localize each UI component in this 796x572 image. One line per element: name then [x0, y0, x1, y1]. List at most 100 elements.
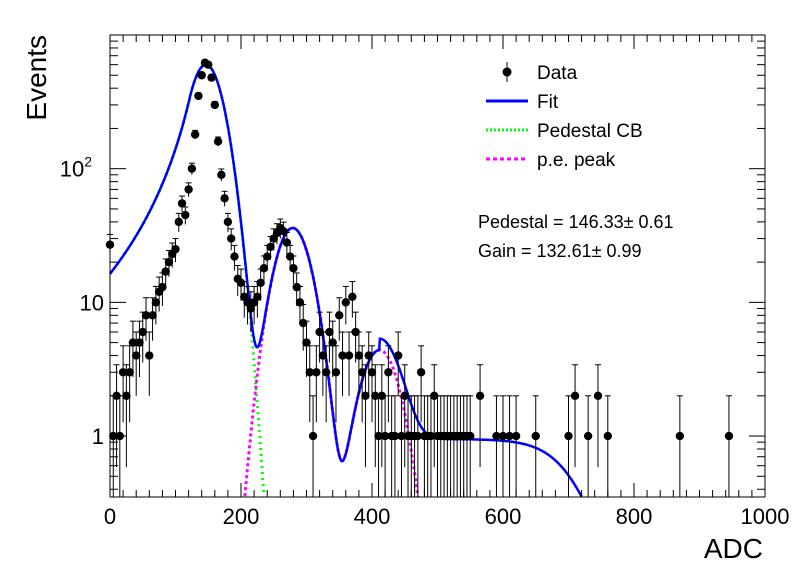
legend-label: p.e. peak [537, 150, 616, 171]
data-point [308, 395, 318, 497]
data-point [593, 364, 603, 468]
annotation-text: Pedestal = 146.33 [478, 212, 624, 232]
annotation-pm: ± [592, 241, 607, 261]
data-marker [125, 368, 134, 377]
y-tick-exponent: 2 [84, 154, 92, 170]
y-tick-label: 10 [80, 290, 104, 315]
data-marker [230, 252, 239, 261]
data-point [312, 345, 321, 423]
data-marker [724, 431, 734, 441]
x-axis: 0 200 400 600 800 1000 [104, 35, 790, 529]
data-point [430, 364, 439, 468]
data-marker [357, 368, 367, 377]
data-point [367, 345, 377, 423]
data-marker [289, 264, 298, 273]
data-point [158, 272, 167, 306]
data-marker [374, 431, 383, 441]
data-point [226, 228, 236, 251]
data-marker [400, 391, 409, 401]
data-point [177, 195, 187, 212]
data-point [197, 71, 206, 80]
data-marker [148, 311, 157, 320]
data-marker [675, 431, 685, 441]
data-marker [266, 242, 275, 252]
data-marker [531, 431, 540, 441]
data-marker [416, 368, 426, 377]
data-point [289, 255, 298, 284]
data-point [321, 345, 331, 423]
data-marker [367, 368, 377, 377]
data-marker [217, 170, 226, 180]
data-point [511, 395, 521, 497]
data-marker [141, 311, 151, 320]
data-marker [223, 217, 233, 227]
data-marker [384, 368, 393, 377]
fit-annotation: Pedestal = 146.33± 0.61 [478, 212, 674, 232]
data-point [328, 320, 337, 378]
data-point [583, 395, 593, 497]
data-point [325, 311, 334, 363]
data-point [122, 364, 131, 468]
y-tick-label: 1 [92, 424, 104, 449]
data-point [207, 73, 216, 82]
data-point [279, 221, 288, 243]
fit-annotation: Gain = 132.61± 0.99 [478, 241, 642, 261]
data-point [331, 345, 341, 423]
data-marker [593, 391, 603, 401]
data-point [318, 331, 328, 396]
data-marker [253, 292, 262, 302]
x-tick-label: 600 [485, 504, 522, 529]
data-point [213, 136, 223, 147]
data-point [190, 129, 200, 140]
legend-marker [502, 67, 512, 77]
data-point [341, 285, 350, 325]
data-point [498, 395, 508, 497]
data-point [305, 345, 314, 423]
data-marker [181, 210, 190, 220]
data-point [194, 91, 203, 101]
data-point [253, 281, 262, 318]
data-marker [210, 100, 219, 110]
data-point [141, 297, 151, 341]
annotation-error: 0.61 [639, 212, 674, 232]
data-marker [603, 431, 612, 441]
data-marker [344, 351, 354, 360]
data-marker [197, 71, 206, 80]
data-marker [341, 298, 350, 307]
data-marker [511, 431, 521, 441]
data-marker [570, 391, 580, 401]
data-point [380, 395, 390, 497]
data-marker [292, 282, 301, 292]
data-point [217, 168, 226, 182]
data-point [187, 162, 197, 175]
x-tick-label: 1000 [741, 504, 790, 529]
data-marker [361, 391, 370, 401]
data-marker [194, 91, 203, 101]
data-point [171, 238, 180, 263]
legend-entry: Fit [486, 92, 559, 113]
data-marker [187, 164, 197, 173]
data-point [357, 345, 367, 423]
data-point [390, 395, 400, 497]
data-marker [190, 130, 200, 139]
data-marker [161, 267, 170, 276]
data-point [570, 364, 580, 468]
data-marker [279, 227, 288, 236]
data-point [125, 345, 134, 423]
data-marker [285, 252, 295, 261]
data-point [282, 232, 292, 255]
legend-label: Data [537, 63, 578, 84]
legend-entry: Data [502, 62, 578, 84]
data-marker [498, 431, 508, 441]
data-point [397, 395, 406, 497]
data-marker [377, 391, 387, 401]
data-marker [325, 327, 334, 337]
data-point [230, 244, 239, 271]
data-point [371, 364, 380, 468]
data-point [361, 364, 370, 468]
data-point [204, 60, 213, 69]
x-axis-label: ADC [704, 533, 763, 564]
